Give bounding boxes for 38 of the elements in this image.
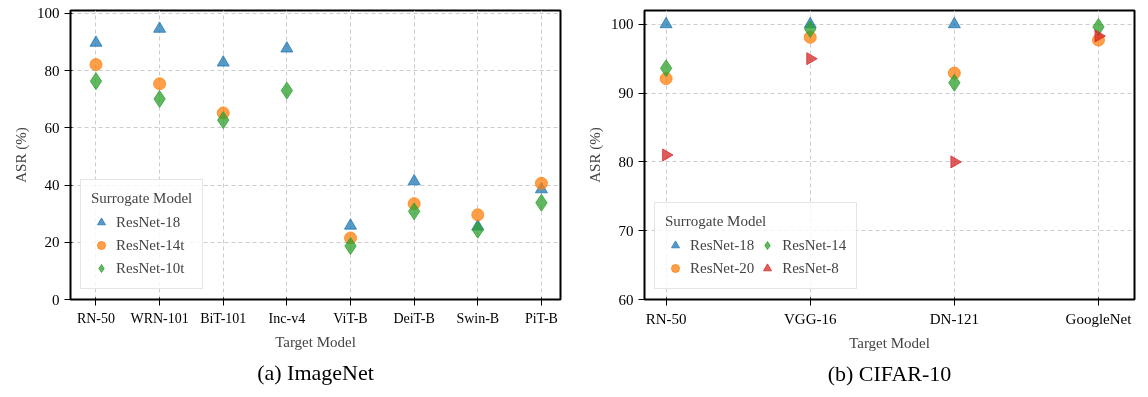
text: (b) CIFAR-10	[827, 360, 952, 386]
x-tick-label: WRN-101	[130, 310, 189, 326]
y-axis-title: ASR (%)	[587, 127, 604, 183]
x-tick-label: Swin-B	[456, 310, 500, 326]
x-tick-label: GoogleNet	[1065, 310, 1133, 327]
legend-label: ResNet-14	[782, 236, 847, 254]
legend-title: Surrogate Model	[665, 213, 768, 230]
x-tick-label: DeiT-B	[393, 310, 435, 326]
x-tick-label: Inc-v4	[268, 310, 306, 326]
legend-label: ResNet-18	[116, 213, 181, 231]
y-tick-label: 60	[618, 291, 634, 308]
x-tick-label: ViT-B	[333, 310, 368, 326]
x-tick-label: BiT-101	[200, 310, 247, 326]
legend-label: ResNet-14t	[116, 236, 185, 254]
y-tick-label: 90	[618, 85, 634, 102]
x-axis-title: Target Model	[275, 333, 356, 350]
y-tick-label: 20	[44, 234, 60, 251]
y-tick-label: 80	[44, 62, 60, 79]
x-axis-title: Target Model	[849, 334, 930, 351]
y-tick-label: 100	[611, 16, 634, 33]
x-tick-label: DN-121	[929, 310, 979, 327]
y-tick-label: 70	[618, 222, 634, 239]
y-axis-title: ASR (%)	[13, 127, 30, 183]
y-tick-label: 0	[52, 291, 60, 308]
x-tick-label: VGG-16	[783, 310, 837, 327]
y-tick-label: 80	[618, 153, 634, 170]
legend-label: ResNet-20	[690, 259, 755, 277]
x-tick-label: RN-50	[645, 310, 687, 327]
text: (a) ImageNet	[257, 359, 374, 385]
y-tick-label: 100	[37, 5, 60, 22]
x-tick-label: RN-50	[76, 310, 116, 326]
legend-title: Surrogate Model	[91, 190, 193, 207]
y-tick-label: 60	[44, 119, 60, 136]
legend-label: ResNet-10t	[116, 259, 185, 277]
y-tick-label: 40	[44, 177, 60, 194]
legend-label: ResNet-18	[690, 236, 755, 254]
x-tick-label: PiT-B	[524, 310, 558, 326]
legend-label: ResNet-8	[782, 259, 840, 277]
